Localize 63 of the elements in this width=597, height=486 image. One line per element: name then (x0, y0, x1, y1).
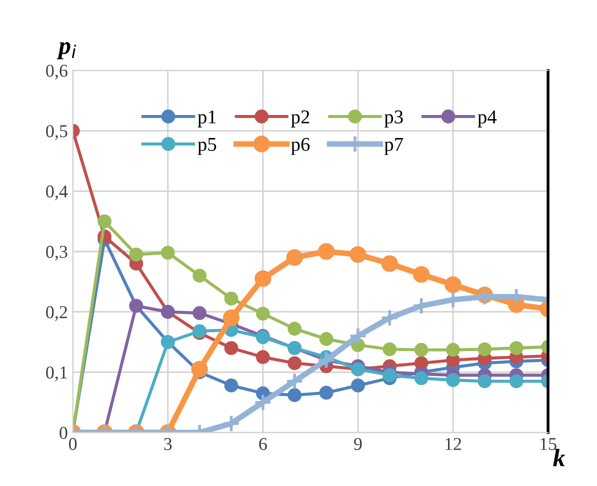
x-tick-label: 12 (446, 438, 462, 450)
point (222, 414, 240, 433)
legend-label: p2 (291, 110, 310, 128)
point (348, 326, 367, 346)
legend-label: p1 (198, 110, 216, 128)
legend-label: p4 (478, 110, 497, 128)
legend-label: p6 (291, 138, 310, 155)
y-axis-title: p$_{i}$ (56, 42, 76, 60)
point (381, 255, 398, 272)
point (319, 332, 334, 346)
point (350, 246, 366, 263)
y-tick-label: 0,6 (46, 64, 68, 80)
point (444, 276, 462, 294)
x-tick-label: 0 (69, 438, 77, 450)
point (446, 373, 460, 387)
y-tick-label: 0,3 (46, 246, 68, 261)
point (254, 270, 272, 287)
point (412, 266, 430, 283)
point (351, 378, 365, 392)
point (478, 374, 492, 388)
point (414, 371, 428, 386)
point (254, 393, 272, 412)
point (129, 248, 144, 262)
point (509, 341, 524, 355)
point (478, 342, 492, 356)
point (382, 368, 397, 382)
y-tick-label: 0,4 (46, 185, 68, 200)
legend-label: p3 (384, 110, 403, 128)
y-tick-label: 0,5 (46, 125, 68, 140)
x-axis-title: k (553, 448, 566, 466)
y-tick-label: 0 (60, 426, 68, 439)
point (288, 388, 302, 402)
point (288, 356, 302, 370)
point (191, 360, 208, 378)
y-tick-label: 0,1 (46, 366, 67, 382)
point (286, 372, 304, 390)
point (319, 386, 334, 400)
point (446, 342, 460, 357)
point (192, 306, 206, 320)
point (160, 246, 175, 260)
point (382, 342, 397, 356)
x-tick-label: 6 (259, 438, 267, 450)
point (286, 249, 303, 266)
point (380, 308, 399, 327)
point (256, 350, 270, 364)
legend-label: p7 (384, 138, 403, 155)
x-tick-label: 3 (164, 438, 172, 450)
point (224, 378, 238, 392)
point (224, 341, 238, 355)
x-tick-label: 15 (540, 438, 556, 450)
point (98, 214, 112, 228)
point (256, 306, 270, 321)
x-tick-label: 9 (354, 438, 362, 450)
point (318, 243, 335, 260)
point (192, 268, 206, 283)
point (224, 292, 238, 306)
point (222, 310, 240, 326)
point (288, 322, 302, 336)
point (414, 342, 428, 357)
y-tick-label: 0,2 (46, 306, 67, 321)
point (509, 374, 524, 388)
legend-label: p5 (198, 138, 216, 155)
point (412, 296, 430, 315)
